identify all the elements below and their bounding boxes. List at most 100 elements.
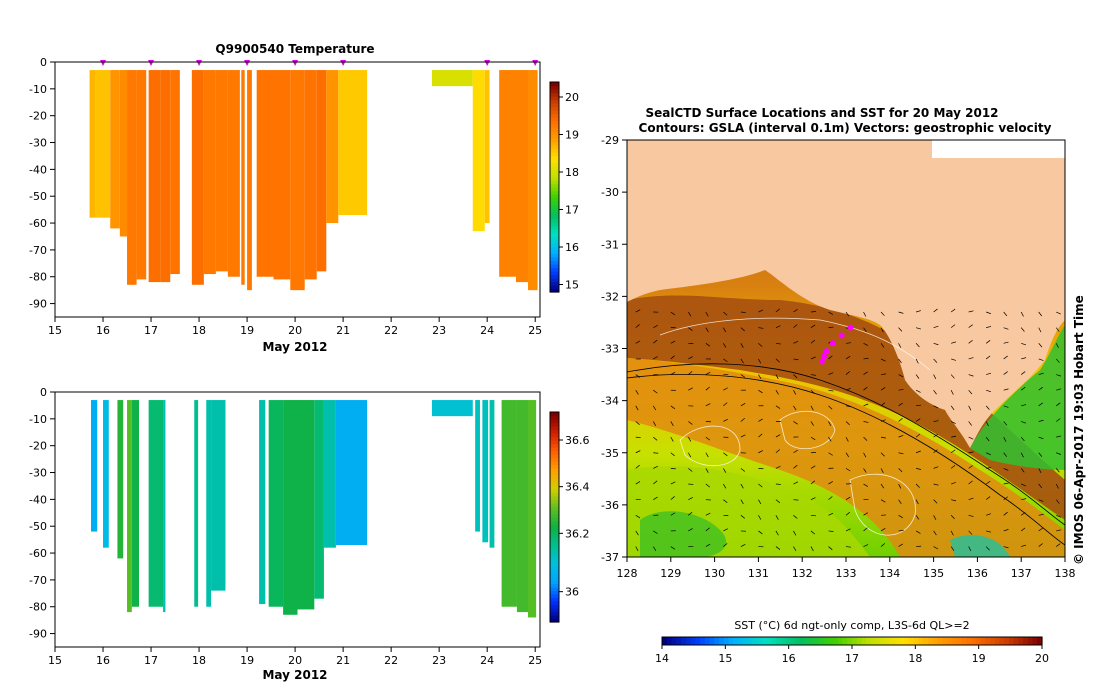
colorbar-segment (550, 454, 559, 459)
velocity-vector (985, 405, 990, 410)
velocity-vector (740, 403, 746, 407)
velocity-vector (933, 515, 937, 520)
velocity-vector (986, 467, 992, 469)
velocity-vector (863, 327, 867, 332)
velocity-vector (635, 340, 641, 344)
profile-bar (501, 400, 517, 607)
sst-colorbar-segment (932, 637, 939, 645)
y-tick-label: -70 (29, 244, 47, 257)
velocity-vector (775, 374, 779, 380)
velocity-vector (635, 530, 639, 536)
velocity-vector (1056, 402, 1061, 407)
velocity-vector (828, 436, 832, 442)
velocity-vector (968, 324, 973, 328)
velocity-vector (793, 309, 798, 313)
velocity-vector (635, 324, 640, 328)
velocity-vector (968, 497, 974, 500)
velocity-vector (670, 436, 674, 442)
sst-colorbar-segment (875, 637, 882, 645)
salinity-x-label: May 2012 (262, 668, 327, 682)
velocity-vector (1038, 513, 1044, 516)
profile-bar (227, 70, 240, 277)
sst-colorbar-segment (994, 637, 1000, 645)
velocity-vector (880, 499, 886, 503)
velocity-vector (793, 449, 798, 454)
velocity-vector (688, 497, 693, 500)
velocity-vector (1021, 404, 1027, 407)
velocity-vector (775, 546, 781, 550)
velocity-vector (915, 327, 921, 330)
velocity-vector (775, 449, 780, 454)
velocity-vector (1003, 452, 1007, 457)
velocity-vector (863, 544, 869, 547)
velocity-vector (880, 468, 884, 473)
velocity-vector (880, 436, 887, 439)
colorbar-segment (550, 120, 559, 125)
colorbar-tick-label: 36.6 (565, 434, 590, 447)
map-area (627, 140, 1065, 557)
velocity-vector (1056, 374, 1062, 377)
map-x-tick-label: 138 (1055, 567, 1076, 580)
velocity-vector (740, 311, 746, 314)
velocity-vector (986, 326, 992, 328)
colorbar-segment (550, 222, 559, 227)
profile-marker (196, 60, 203, 66)
y-tick-label: -50 (29, 520, 47, 533)
x-tick-label: 25 (528, 324, 542, 337)
velocity-vector (670, 512, 676, 516)
velocity-vector (950, 449, 956, 454)
temperature-colorbar: 15 16 17 18 19 20 (549, 81, 579, 293)
velocity-vector (1056, 529, 1062, 532)
colorbar-segment (550, 204, 559, 209)
velocity-vector (968, 374, 974, 377)
sst-colorbar-segment (785, 637, 791, 645)
profile-bar (482, 400, 489, 543)
velocity-vector (758, 433, 763, 438)
velocity-vector (758, 483, 763, 488)
velocity-vector (1038, 327, 1042, 333)
colorbar-segment (550, 201, 559, 206)
sst-colorbar-segment (709, 637, 715, 645)
salinity-y-ticks: 0 -10 -20 -30 -40 -50 -60 -70 -80 -90 (29, 386, 55, 641)
velocity-vector (775, 515, 779, 520)
velocity-vector (635, 450, 641, 454)
velocity-vector (652, 421, 657, 427)
velocity-vector (723, 452, 728, 457)
velocity-vector (705, 386, 710, 391)
velocity-vector (880, 387, 886, 391)
velocity-vector (828, 311, 834, 315)
colorbar-segment (550, 545, 559, 550)
velocity-vector (810, 514, 816, 517)
colorbar-segment (550, 433, 559, 438)
velocity-vector (1003, 341, 1009, 344)
velocity-vector (915, 483, 920, 488)
colorbar-segment (550, 85, 559, 90)
profile-bar (211, 400, 226, 591)
velocity-vector (1020, 311, 1024, 317)
velocity-vector (898, 543, 903, 547)
temperature-x-ticks: 15 16 17 18 19 20 21 22 23 24 25 (48, 317, 542, 337)
colorbar-segment (550, 499, 559, 504)
velocity-vector (1038, 483, 1043, 489)
sst-colorbar-segment (894, 637, 901, 645)
velocity-vector (898, 418, 903, 422)
sst-colorbar-segment (809, 637, 815, 645)
velocity-vector (863, 311, 867, 317)
colorbar-segment (550, 489, 559, 494)
velocity-vector (863, 371, 868, 375)
sst-colorbar-segment (728, 637, 734, 645)
velocity-vector (1038, 358, 1044, 361)
map-y-tick-label: -31 (601, 238, 619, 251)
sst-colorbar-segment (947, 637, 953, 645)
velocity-vector (933, 499, 938, 504)
colorbar-segment (550, 419, 559, 424)
velocity-vector (845, 405, 851, 408)
profile-bar (148, 400, 164, 607)
sst-colorbar-segment (790, 637, 796, 645)
velocity-vector (1056, 514, 1062, 518)
velocity-vector (793, 358, 799, 361)
sst-colorbar-segment (676, 637, 682, 645)
velocity-vector (670, 340, 676, 344)
sst-colorbar-segment (671, 637, 677, 645)
